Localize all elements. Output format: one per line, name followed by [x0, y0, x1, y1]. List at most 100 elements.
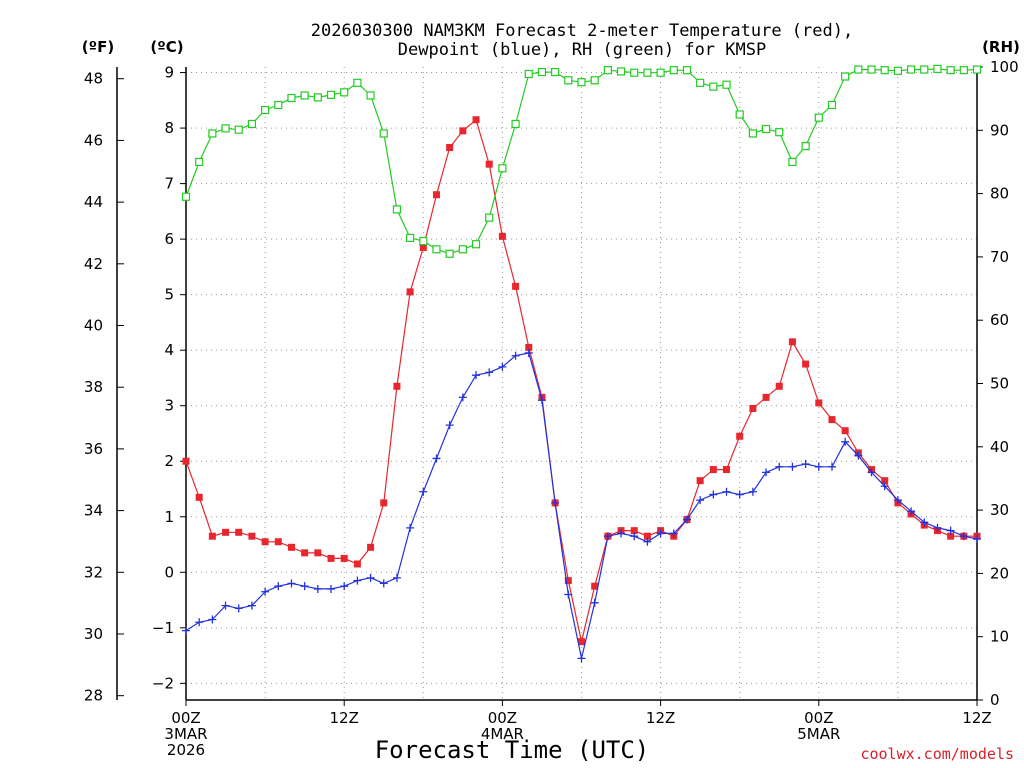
- rh-point: [854, 65, 863, 74]
- fahrenheit-tick-label: 48: [84, 70, 103, 88]
- temperature-point: [696, 477, 704, 485]
- temperature-point: [314, 549, 322, 557]
- rh-tick-label: 0: [990, 691, 1000, 709]
- dewpoint-point: [392, 573, 401, 582]
- celsius-tick-label: 4: [164, 341, 174, 359]
- rh-point: [261, 105, 270, 115]
- celsius-tick-label: 2: [164, 452, 174, 470]
- rh-point: [181, 192, 191, 201]
- rh-point: [841, 72, 850, 81]
- dewpoint-point: [920, 518, 929, 527]
- celsius-tick-label: 0: [164, 563, 174, 581]
- temperature-point: [327, 554, 335, 562]
- dewpoint-point: [867, 468, 876, 477]
- dewpoint-point: [801, 460, 810, 469]
- rh-point: [709, 82, 718, 91]
- rh-point: [827, 100, 837, 110]
- temperature-point: [591, 582, 599, 590]
- dewpoint-point: [709, 490, 718, 499]
- dewpoint-point: [577, 654, 586, 663]
- temperature-point: [498, 232, 506, 240]
- temperature-point: [947, 532, 955, 540]
- rh-point: [432, 245, 441, 254]
- credit-text: coolwx.com/models: [860, 745, 1014, 763]
- temperature-point: [630, 527, 638, 535]
- temperature-point: [828, 416, 836, 424]
- dewpoint-point: [669, 529, 678, 538]
- dewpoint-point: [590, 598, 599, 607]
- celsius-tick-label: 1: [164, 508, 174, 526]
- dewpoint-point: [907, 507, 916, 516]
- dewpoint-point: [195, 618, 204, 627]
- celsius-tick-label: 7: [164, 175, 174, 193]
- title-line-2: Dewpoint (blue), RH (green) for KMSP: [398, 40, 766, 60]
- rh-point: [735, 110, 744, 119]
- fahrenheit-tick-label: 30: [84, 625, 103, 643]
- dewpoint-point: [656, 529, 665, 538]
- rh-point: [458, 245, 467, 254]
- temperature-point: [512, 282, 520, 290]
- fahrenheit-tick-label: 28: [84, 687, 103, 705]
- x-axis-label: Forecast Time (UTC): [375, 736, 650, 764]
- dewpoint-point: [841, 437, 850, 446]
- x-tick-label: 5MAR: [797, 725, 840, 743]
- dewpoint-point: [854, 451, 863, 460]
- rh-tick-label: 50: [990, 375, 1009, 393]
- axes: −2−1012345678928303234363840424446480102…: [84, 58, 1019, 759]
- rh-point: [788, 157, 797, 167]
- rh-tick-label: 10: [990, 628, 1009, 646]
- rh-point: [814, 113, 823, 122]
- rh-point: [419, 236, 428, 246]
- dewpoint-point: [340, 582, 349, 591]
- rh-point: [247, 119, 257, 129]
- dewpoint-point: [419, 487, 428, 496]
- dewpoint-point: [788, 462, 797, 471]
- rh-point: [906, 65, 916, 74]
- temperature-point: [274, 538, 282, 546]
- celsius-tick-label: 8: [164, 119, 174, 137]
- dewpoint-point: [458, 393, 467, 402]
- dewpoint-point: [973, 534, 981, 543]
- dewpoint-point: [682, 515, 691, 524]
- dewpoint-point: [630, 532, 639, 541]
- fahrenheit-tick-label: 46: [84, 131, 103, 149]
- x-tick-label: 00Z: [488, 709, 517, 727]
- dewpoint-point: [524, 348, 533, 357]
- dewpoint-point: [300, 582, 309, 591]
- temperature-point: [222, 528, 230, 536]
- temperature-point: [736, 432, 744, 440]
- dewpoint-point: [432, 454, 441, 463]
- temperature-point: [841, 427, 849, 435]
- dewpoint-point: [366, 573, 375, 582]
- temperature-point: [195, 493, 203, 501]
- rh-point: [287, 93, 296, 103]
- dewpoint-point: [880, 482, 889, 491]
- temperature-point: [564, 577, 572, 585]
- temperature-point: [446, 144, 454, 152]
- dewpoint-point: [313, 584, 322, 593]
- rh-point: [274, 100, 283, 110]
- temperature-point: [749, 404, 757, 412]
- rh-point: [669, 66, 678, 75]
- dewpoint-point: [445, 421, 454, 430]
- fahrenheit-tick-label: 42: [84, 255, 103, 273]
- dewpoint-point: [722, 487, 731, 496]
- x-tick-label: 00Z: [171, 709, 200, 727]
- dewpoint-point: [775, 462, 784, 471]
- dewpoint-point: [182, 626, 190, 635]
- temperature-point: [815, 399, 823, 407]
- rh-point: [551, 67, 560, 77]
- rh-point: [630, 68, 639, 77]
- rh-point: [959, 66, 968, 75]
- dewpoint-point: [762, 468, 771, 477]
- rh-point: [340, 88, 349, 97]
- rh-point: [761, 124, 771, 134]
- rh-point: [775, 128, 784, 137]
- temperature-point: [485, 160, 493, 168]
- dewpoint-point: [603, 532, 612, 541]
- celsius-tick-label: −1: [152, 619, 174, 637]
- rh-point: [577, 78, 586, 87]
- dewpoint-point: [379, 579, 388, 588]
- dewpoint-point: [814, 462, 823, 471]
